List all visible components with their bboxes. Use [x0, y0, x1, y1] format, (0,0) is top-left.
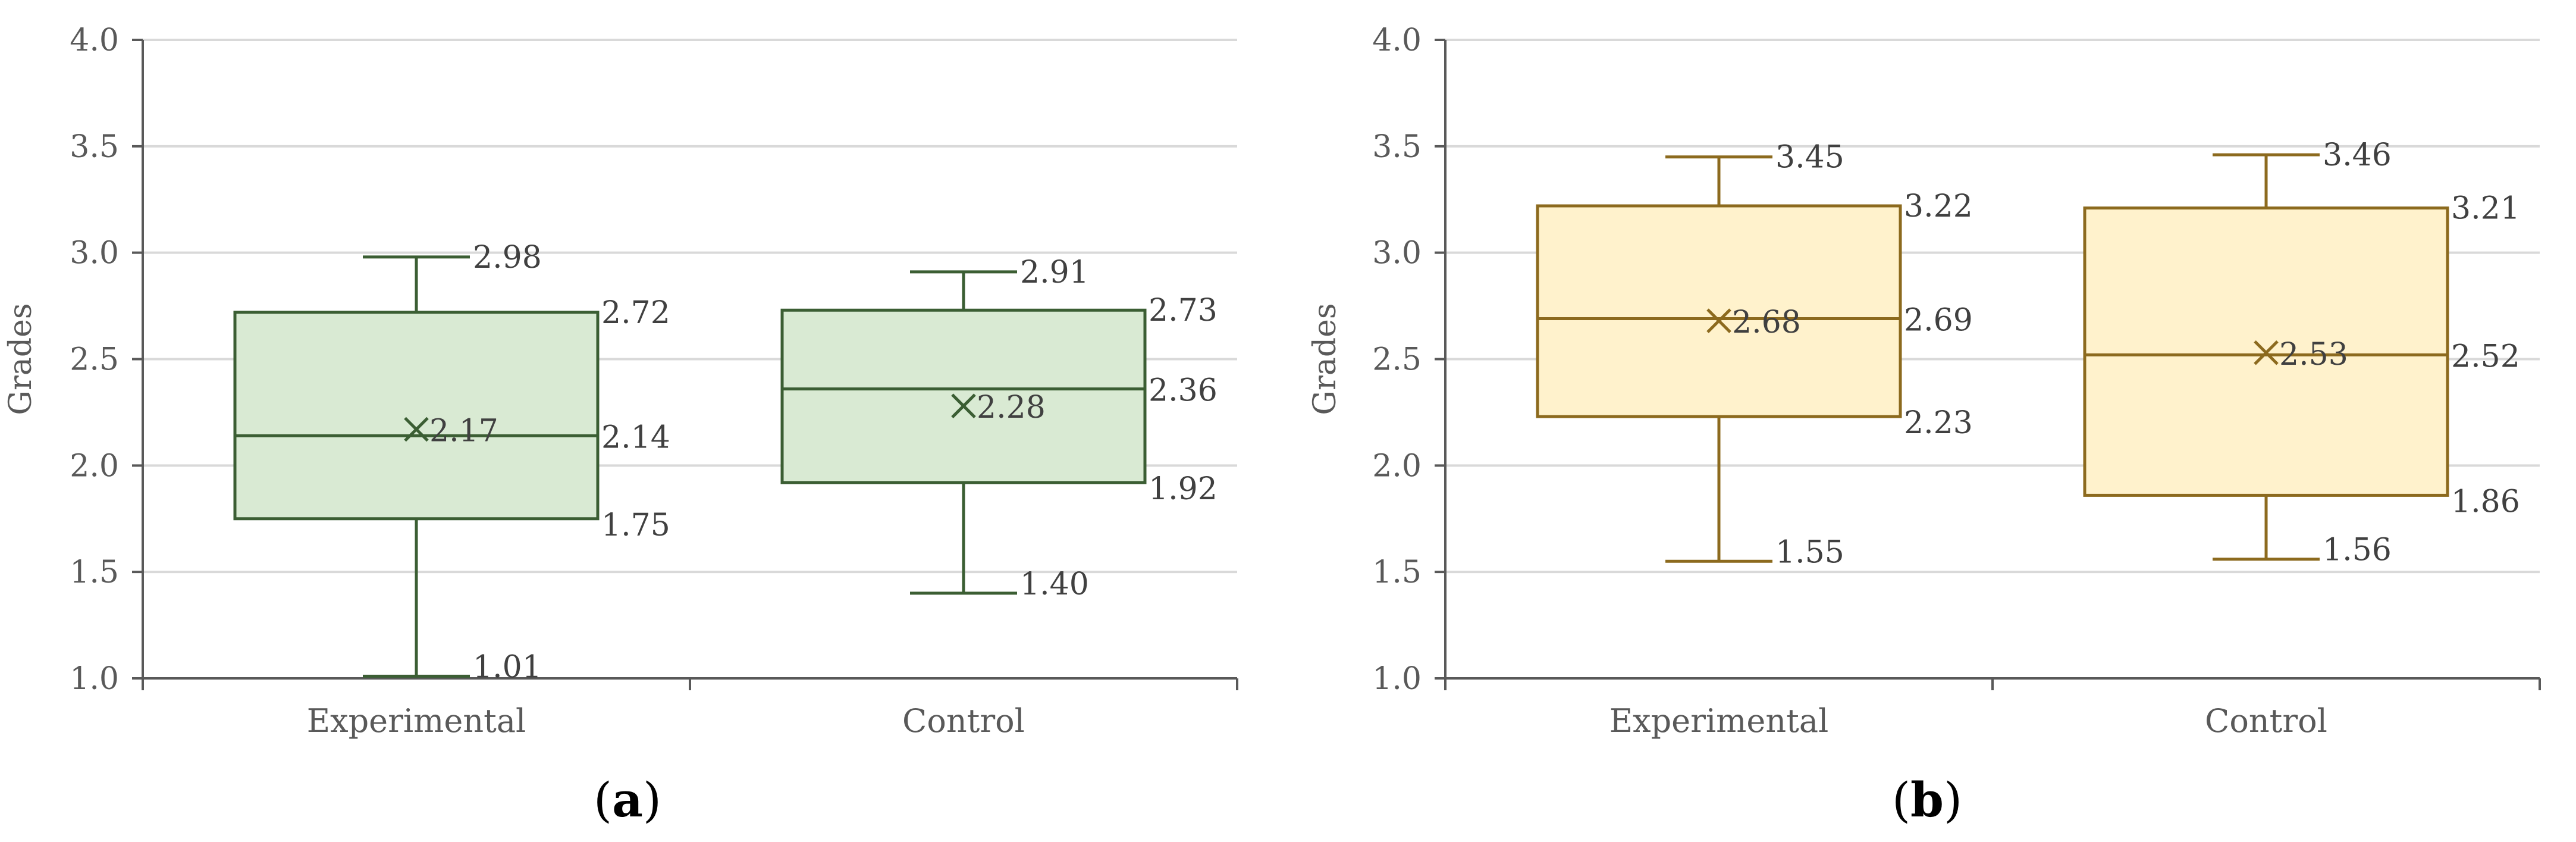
mean-marker: [1706, 308, 1731, 333]
y-tick-label: 1.0: [70, 661, 119, 697]
y-axis-title: Grades: [1307, 303, 1343, 415]
mean-label: 2.17: [429, 414, 498, 449]
max-label: 2.91: [1020, 255, 1089, 290]
y-tick-label: 3.0: [70, 236, 119, 271]
mean-marker-stroke: [2254, 340, 2279, 365]
y-tick-label: 4.0: [70, 23, 119, 58]
box-experimental: 3.45 1.55 3.22 2.23 2.69 2.68: [1536, 140, 1973, 570]
y-tick-label: 2.0: [1372, 448, 1422, 484]
median-label: 2.36: [1149, 373, 1218, 409]
y-tick-label: 1.5: [70, 555, 119, 590]
y-tick-label: 3.5: [70, 129, 119, 165]
x-category-label: Experimental: [1609, 702, 1829, 740]
mean-marker-stroke: [1706, 308, 1731, 333]
q3-label: 3.21: [2451, 191, 2520, 227]
mean-marker: [951, 393, 976, 418]
q1-label: 1.92: [1149, 471, 1218, 507]
median-label: 2.69: [1904, 303, 1973, 339]
q1-label: 1.86: [2451, 484, 2520, 519]
q1-label: 1.75: [601, 508, 670, 543]
iqr-box: [780, 308, 1147, 484]
mean-label: 2.28: [977, 390, 1046, 425]
y-tick-label: 1.0: [1372, 661, 1422, 697]
y-tick-label: 3.5: [1372, 129, 1422, 165]
q3-label: 3.22: [1904, 189, 1973, 224]
max-label: 2.98: [473, 240, 542, 276]
y-tick-label: 1.5: [1372, 555, 1422, 590]
y-tick-label: 4.0: [1372, 23, 1422, 58]
y-tick-label: 2.5: [1372, 342, 1422, 378]
q1-label: 2.23: [1904, 405, 1973, 441]
iqr-box: [233, 311, 600, 521]
q3-label: 2.72: [601, 295, 670, 331]
box-control: 3.46 1.56 3.21 1.86 2.52 2.53: [2083, 137, 2520, 568]
y-tick-label: 2.5: [70, 342, 119, 378]
x-category-label: Control: [902, 702, 1025, 740]
panel-label: (a): [594, 772, 661, 828]
min-label: 1.40: [1020, 566, 1089, 602]
min-label: 1.55: [1775, 534, 1844, 570]
mean-marker-stroke: [404, 417, 429, 442]
median-label: 2.52: [2451, 339, 2520, 374]
y-tick-label: 3.0: [1372, 236, 1422, 271]
box-experimental: 2.98 1.01 2.72 1.75 2.14 2.17: [233, 240, 670, 685]
x-category-label: Control: [2205, 702, 2327, 740]
median-label: 2.14: [601, 420, 670, 455]
mean-label: 2.68: [1732, 305, 1801, 340]
mean-marker: [404, 417, 429, 442]
iqr-box: [1536, 204, 1902, 418]
y-axis-title: Grades: [3, 303, 39, 415]
q3-label: 2.73: [1149, 293, 1218, 328]
max-label: 3.46: [2323, 137, 2392, 173]
y-tick-label: 2.0: [70, 448, 119, 484]
chart-panel-a: 1.0 1.5 2.0 2.5 3.0 3.5 4.0 Grades 2.98 1.01 2.72 1…: [3, 23, 1238, 828]
panel-label: (b): [1892, 772, 1962, 828]
mean-label: 2.53: [2279, 337, 2348, 373]
mean-marker: [2254, 340, 2279, 365]
mean-marker-stroke: [951, 393, 976, 418]
min-label: 1.01: [473, 649, 542, 685]
box-control: 2.91 1.40 2.73 1.92 2.36 2.28: [780, 255, 1218, 602]
chart-panel-b: 1.0 1.5 2.0 2.5 3.0 3.5 4.0 Grades 3.45 1.55 3.22 2…: [1307, 23, 2541, 828]
max-label: 3.45: [1775, 140, 1844, 176]
min-label: 1.56: [2323, 533, 2392, 568]
x-category-label: Experimental: [307, 702, 526, 740]
